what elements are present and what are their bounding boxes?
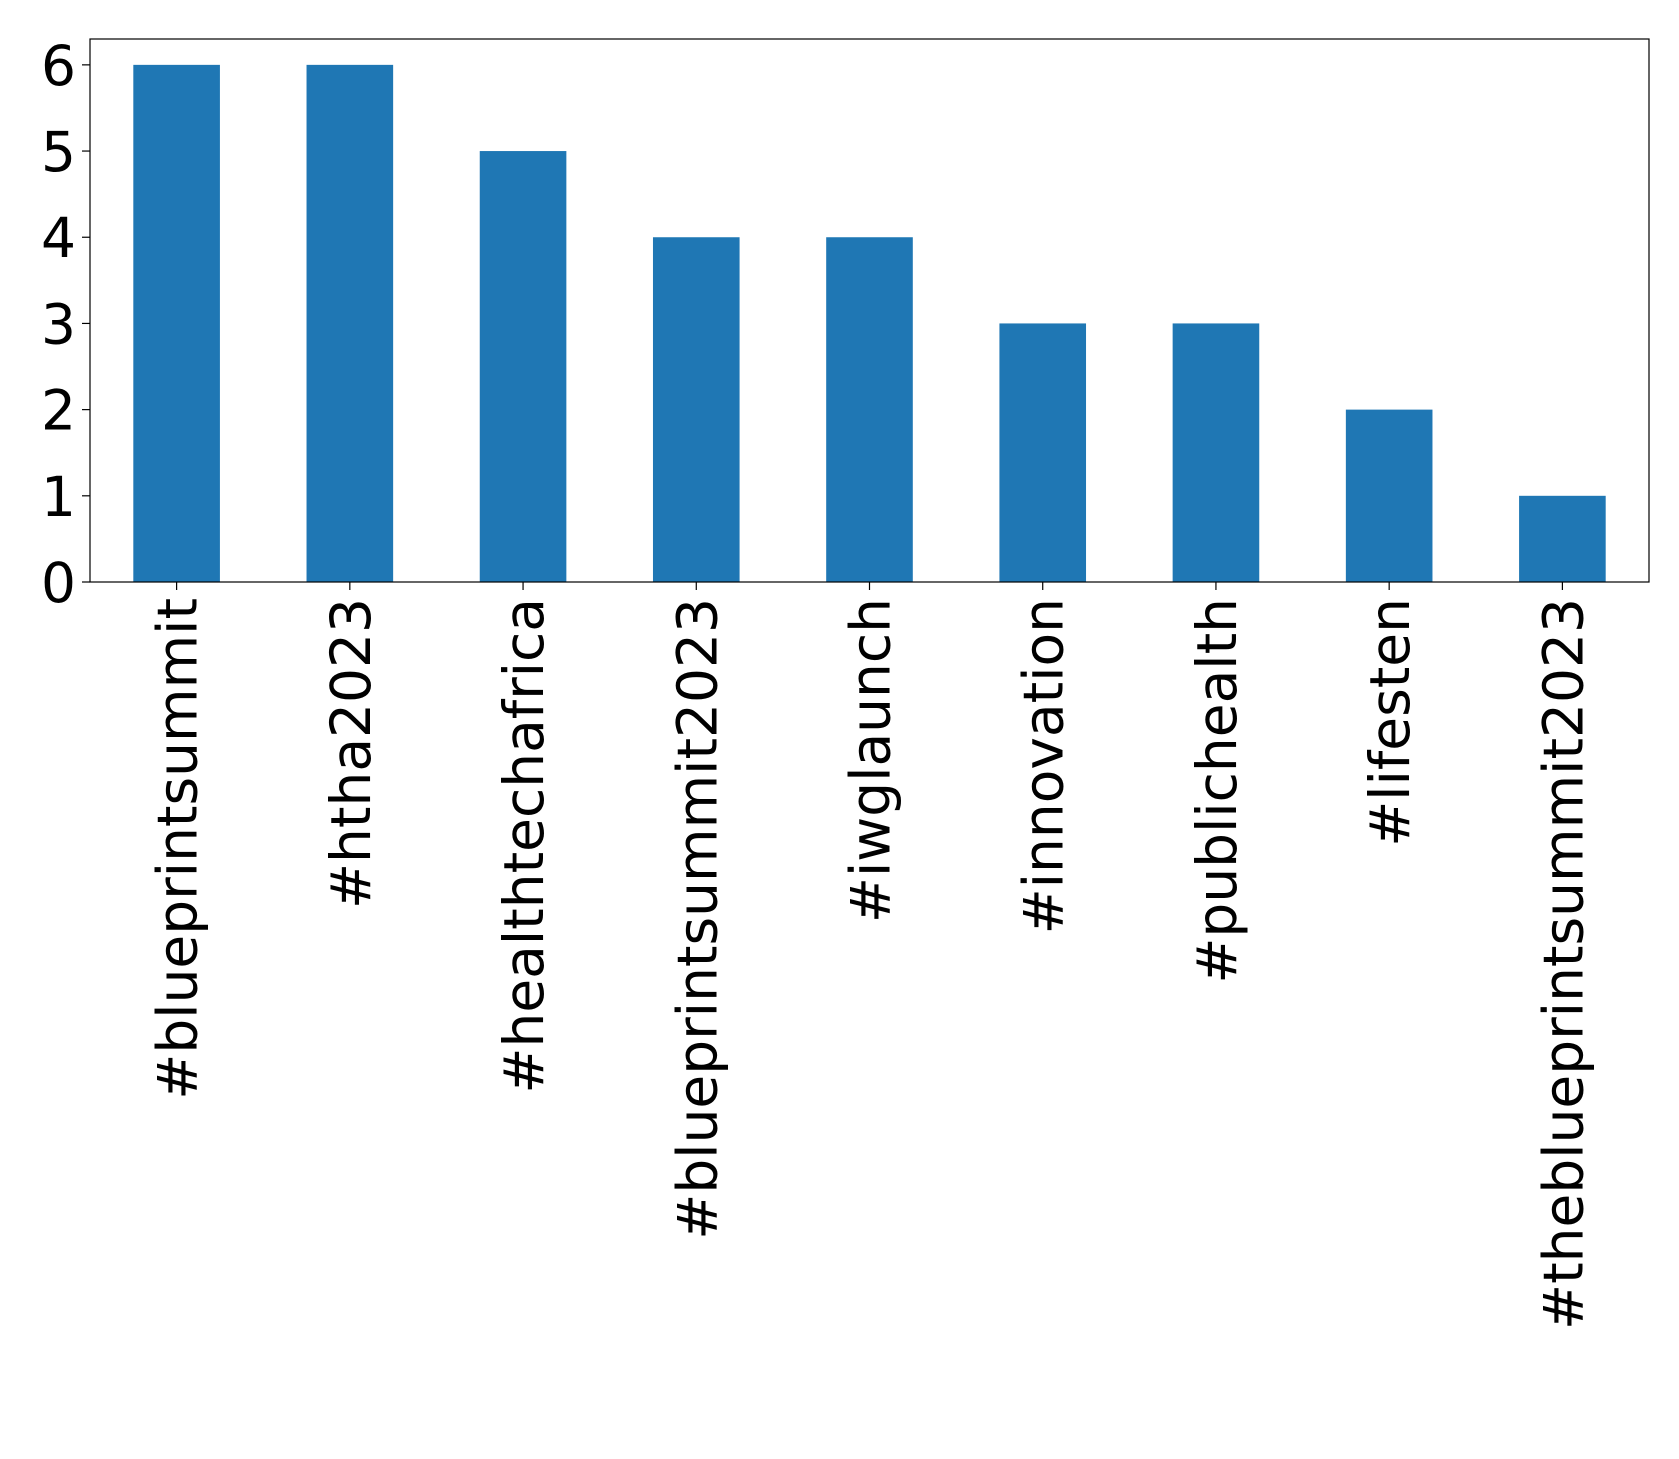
y-tick-label: 4	[41, 206, 76, 270]
x-tick-label: #blueprintsummit2023	[665, 598, 729, 1240]
x-tick-label: #innovation	[1012, 598, 1076, 934]
bar	[1519, 495, 1606, 582]
x-tick-label: #theblueprintsummit2023	[1531, 598, 1595, 1330]
bar	[479, 151, 567, 583]
bar	[1345, 409, 1433, 582]
y-tick-label: 2	[41, 379, 76, 443]
x-tick-label: #htha2023	[319, 598, 383, 909]
y-tick-label: 5	[41, 120, 76, 184]
bar	[999, 323, 1087, 582]
y-axis-ticks: 0 1 2 3 4 5 6	[41, 34, 90, 615]
x-axis-ticks: #blueprintsummit #htha2023 #healthtechafri…	[146, 582, 1595, 1330]
bar	[826, 237, 913, 583]
bars-layer	[133, 64, 1606, 583]
y-tick-label: 3	[41, 292, 76, 356]
bar	[133, 64, 220, 583]
bar	[652, 237, 740, 583]
bar	[1172, 323, 1260, 582]
x-tick-label: #iwglaunch	[839, 598, 903, 923]
y-tick-label: 0	[41, 551, 76, 615]
x-tick-label: #publichealth	[1185, 598, 1249, 984]
x-tick-label: #lifesten	[1358, 598, 1422, 847]
bar	[306, 64, 394, 583]
plot-frame	[89, 38, 1650, 583]
x-tick-label: #healthtechafrica	[492, 598, 556, 1094]
y-tick-label: 6	[41, 34, 76, 98]
y-tick-label: 1	[41, 465, 76, 529]
x-tick-label: #blueprintsummit	[146, 598, 210, 1100]
